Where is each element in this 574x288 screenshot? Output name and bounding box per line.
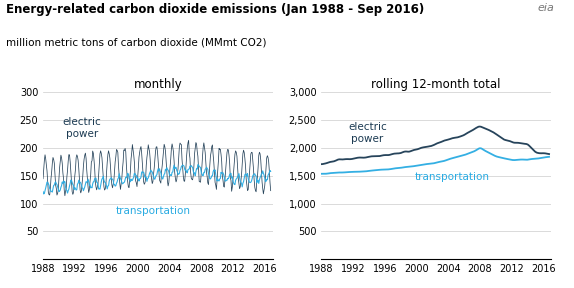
Title: monthly: monthly: [134, 78, 182, 91]
Text: electric
power: electric power: [348, 122, 387, 144]
Text: Energy-related carbon dioxide emissions (Jan 1988 - Sep 2016): Energy-related carbon dioxide emissions …: [6, 3, 424, 16]
Title: rolling 12-month total: rolling 12-month total: [371, 78, 501, 91]
Text: million metric tons of carbon dioxide (MMmt CO2): million metric tons of carbon dioxide (M…: [6, 37, 266, 48]
Text: transportation: transportation: [116, 206, 191, 216]
Text: electric
power: electric power: [63, 117, 102, 139]
Text: transportation: transportation: [415, 172, 490, 182]
Text: eia: eia: [537, 3, 554, 13]
